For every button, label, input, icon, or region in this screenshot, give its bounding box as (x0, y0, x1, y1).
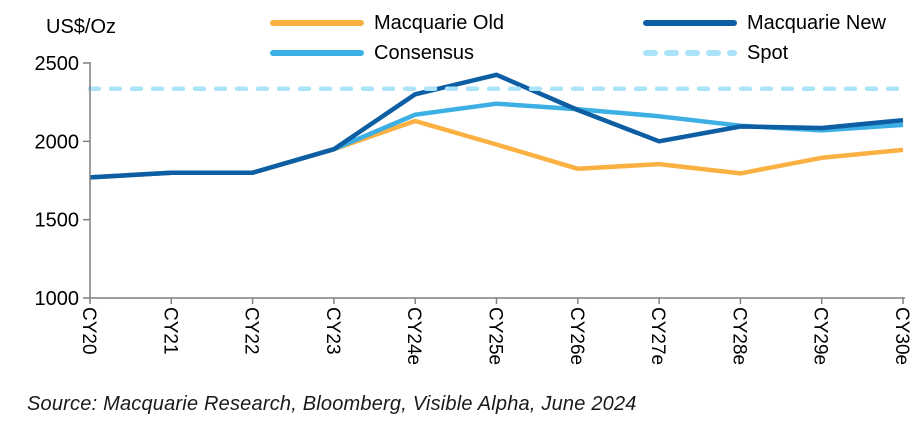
y-tick-label: 2000 (35, 131, 80, 153)
legend-swatch-spot-icon (643, 50, 737, 56)
y-tick-label: 2500 (35, 53, 80, 75)
legend-label-consensus: Consensus (374, 41, 475, 64)
y-axis-unit-label: US$/Oz (46, 16, 117, 38)
legend-swatch-macquarie-new-icon (643, 20, 737, 26)
x-tick-label: CY23 (322, 307, 343, 355)
legend-item-macquarie-new: Macquarie New (643, 8, 886, 38)
legend-column-1: Macquarie Old Consensus (270, 8, 504, 68)
legend-column-2: Macquarie New Spot (643, 8, 886, 68)
x-tick-label: CY24e (403, 307, 424, 365)
legend-label-spot: Spot (747, 41, 789, 64)
y-tick-label: 1500 (35, 210, 80, 232)
x-tick-label: CY25e (485, 307, 506, 365)
x-tick-label: CY30e (891, 307, 912, 365)
legend-label-macquarie-old: Macquarie Old (374, 11, 505, 34)
x-tick-label: CY26e (566, 307, 587, 365)
x-tick-label: CY27e (647, 307, 668, 365)
legend-swatch-macquarie-old-icon (270, 20, 364, 26)
y-tick-label: 1000 (35, 288, 80, 310)
legend-label-macquarie-new: Macquarie New (747, 11, 886, 34)
source-attribution: Source: Macquarie Research, Bloomberg, V… (27, 393, 637, 415)
legend-item-consensus: Consensus (270, 38, 504, 68)
x-tick-label: CY20 (78, 307, 99, 355)
series-line-macquarie-new (89, 72, 904, 180)
legend-item-macquarie-old: Macquarie Old (270, 8, 504, 38)
x-tick-label: CY22 (241, 307, 262, 355)
legend-item-spot: Spot (643, 38, 886, 68)
x-tick-label: CY28e (728, 307, 749, 365)
legend-swatch-consensus-icon (270, 50, 364, 56)
x-tick-label: CY29e (810, 307, 831, 365)
x-tick-label: CY21 (159, 307, 180, 355)
